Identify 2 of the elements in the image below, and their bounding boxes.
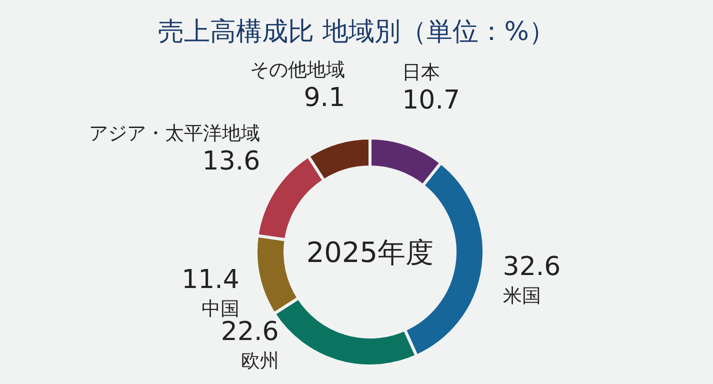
title: 売上高構成比 地域別（単位：%） bbox=[158, 17, 555, 47]
annotation: 2025年度 bbox=[306, 236, 434, 269]
